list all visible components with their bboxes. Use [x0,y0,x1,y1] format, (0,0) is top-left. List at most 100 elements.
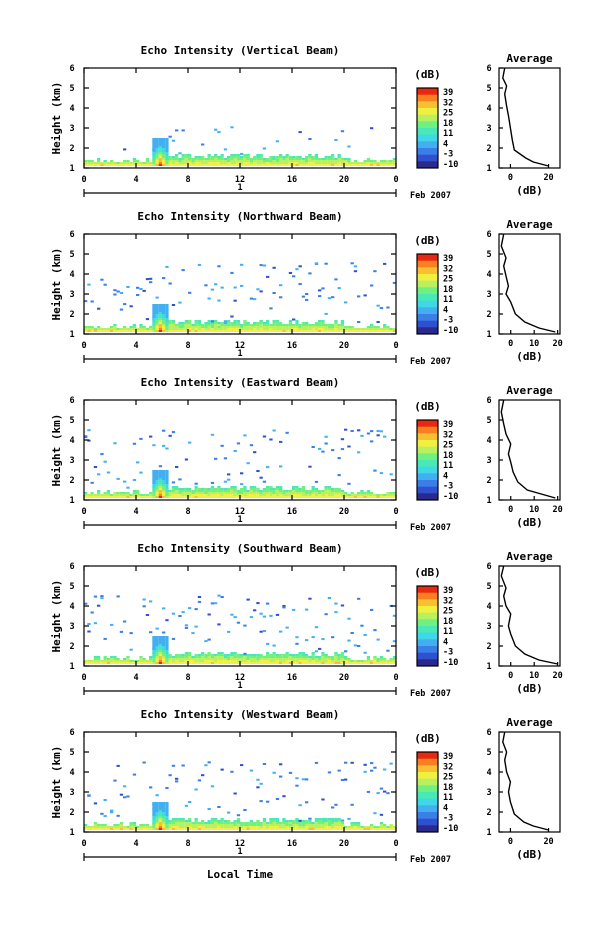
heatmap-cell [201,656,205,658]
heatmap-cell [97,330,101,332]
heatmap-cell [158,152,163,154]
heatmap-cell [188,654,192,656]
heatmap-cell [266,800,270,803]
heatmap-cell [259,828,263,830]
heatmap-cell [217,806,221,808]
heatmap-cell [214,320,218,322]
heatmap-cell [197,490,202,492]
colorbar-segment [417,134,438,142]
heatmap-cell [230,326,234,328]
heatmap-cell [214,820,218,822]
heatmap-cell [311,490,315,492]
heatmap-cell [188,324,192,326]
heatmap-cell [220,160,224,162]
heatmap-cell [178,820,182,822]
average-x-label: (dB) [516,848,543,861]
heatmap-cell [344,428,348,431]
heatmap-cell [227,478,231,481]
heatmap-cell [116,162,120,164]
heatmap-cell [379,660,384,662]
heatmap-cell [331,660,335,662]
heatmap-cell [132,494,137,496]
heatmap-cell [288,160,293,162]
heatmap-cell [334,494,338,496]
heatmap-cell [103,660,107,662]
heatmap-cell [324,328,328,330]
heatmap-cell [363,492,367,494]
heatmap-cell [149,492,153,494]
heatmap-cell [259,800,263,803]
heatmap-cell [145,278,150,281]
colorbar-segment [417,473,438,481]
heatmap-cell [285,654,289,656]
heatmap-cell [305,328,309,330]
colorbar-segment [417,148,438,156]
heatmap-cell [282,662,286,664]
heatmap-cell [256,778,260,781]
heatmap-cell [152,652,156,654]
heatmap-cell [223,326,228,328]
heatmap-cell [334,139,338,141]
heatmap-cell [379,307,384,310]
heatmap-cell [236,660,241,662]
heatmap-cell [139,824,143,826]
heatmap-cell [165,486,169,488]
heatmap-cell [295,324,299,326]
heatmap-cell [295,820,299,822]
heatmap-cell [321,450,325,453]
heatmap-cell [87,283,91,286]
heatmap-cell [285,626,289,629]
heatmap-cell [370,330,374,332]
heatmap-cell [256,470,260,472]
colorbar-tick-label: 39 [443,586,453,596]
heatmap-cell [386,162,390,164]
heatmap-cell [227,828,231,830]
heatmap-cell [292,662,296,664]
heatmap-cell [201,826,205,828]
average-title: Average [506,218,553,231]
heatmap-cell [142,598,146,601]
y-tick-label: 2 [69,144,74,154]
y-tick-label: 6 [69,728,74,738]
heatmap-cell [162,308,166,310]
heatmap-cell [207,494,211,496]
heatmap-cell [337,160,341,162]
heatmap-cell [389,473,393,476]
heatmap-cell [243,330,247,332]
heatmap-cell [158,472,163,474]
heatmap-cell [152,486,156,488]
heatmap-cell [201,828,205,830]
heatmap-cell [259,156,263,158]
heatmap-cell [129,326,133,328]
heatmap-cell [184,160,189,162]
heatmap-cell [210,288,215,291]
heatmap-cell [236,324,241,326]
heatmap-cell [197,162,202,164]
heatmap-cell [279,488,283,490]
colorbar-segment [417,426,438,434]
heatmap-cell [266,490,270,492]
heatmap-cell [262,490,267,492]
heatmap-cell [314,761,319,764]
heatmap-cell [295,777,299,780]
heatmap-cell [217,496,221,498]
heatmap-cell [168,326,172,328]
heatmap-cell [162,644,166,646]
heatmap-cell [230,164,234,166]
heatmap-cell [266,488,270,490]
heatmap-cell [145,318,150,321]
heatmap-cell [204,322,208,324]
heatmap-cell [272,644,276,647]
heatmap-cell [220,820,224,822]
heatmap-cell [204,158,208,160]
heatmap-cell [204,660,208,662]
heatmap-cell [246,654,250,656]
heatmap-cell [246,822,250,824]
heatmap-cell [175,822,179,824]
heatmap-cell [204,324,208,326]
heatmap-cell [136,828,140,830]
heatmap-cell [220,492,224,494]
heatmap-cell [165,806,169,808]
heatmap-cell [110,162,114,164]
